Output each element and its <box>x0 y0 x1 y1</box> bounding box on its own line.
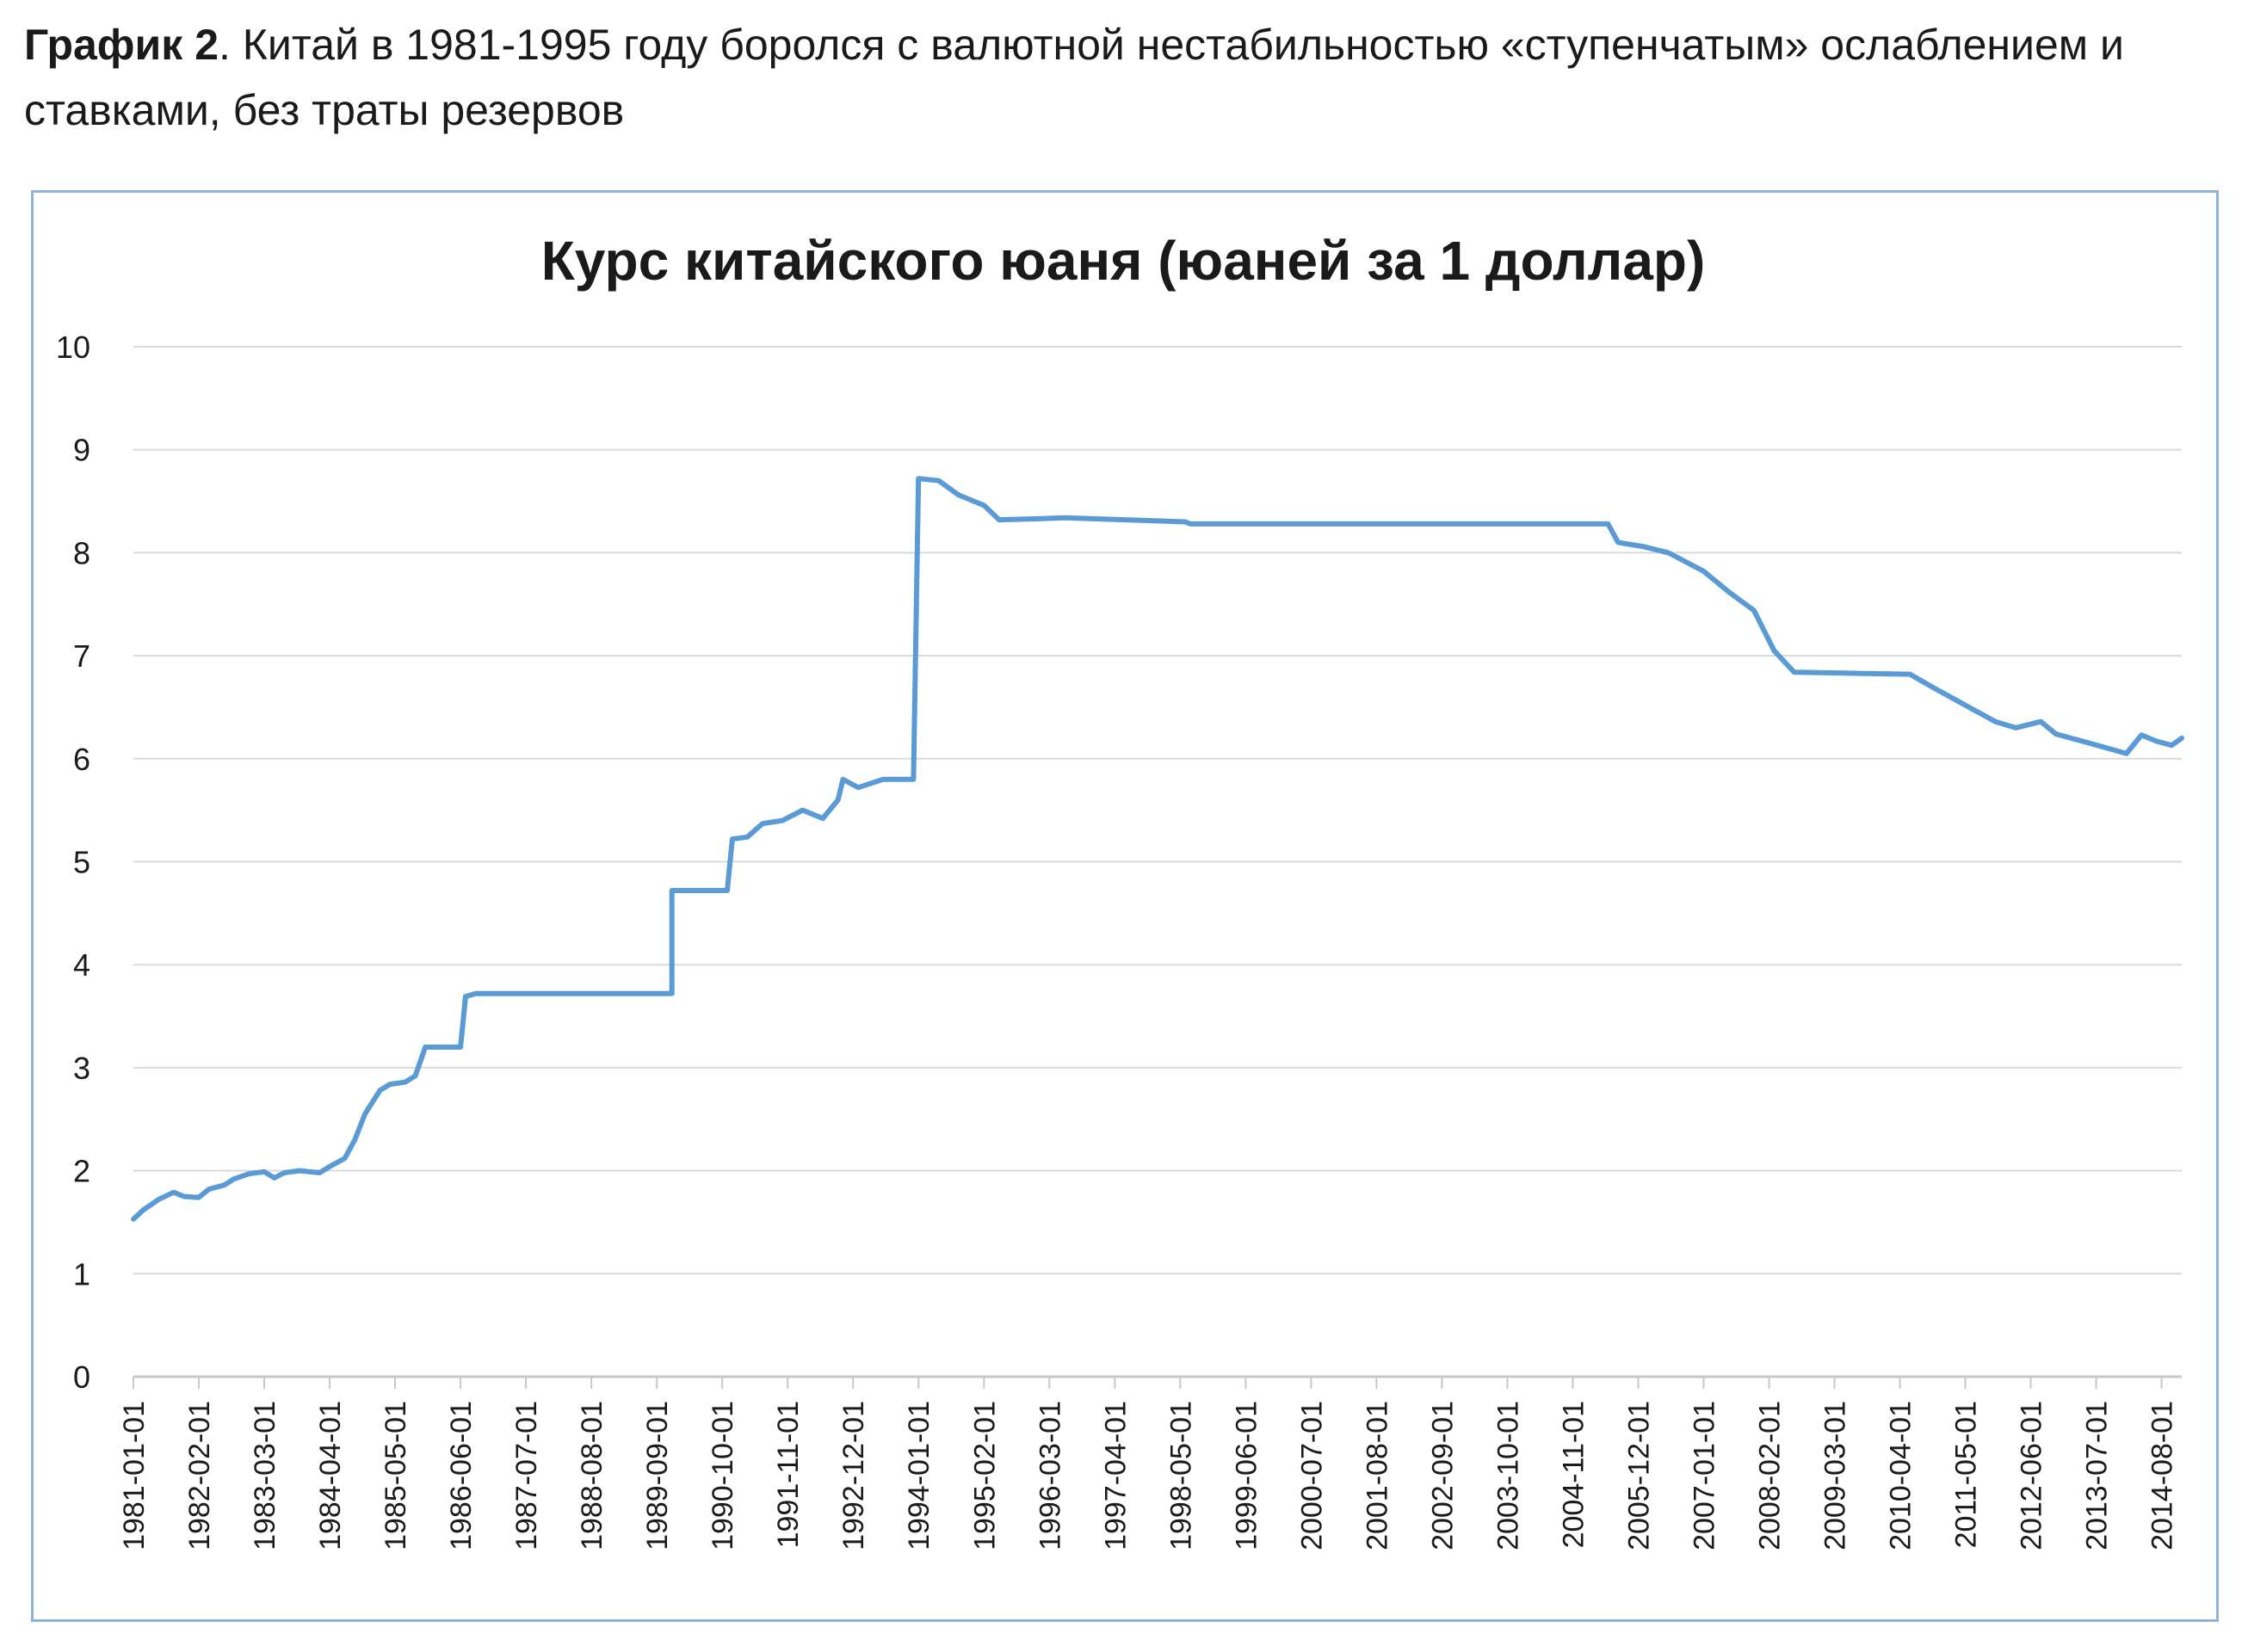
caption-label: График 2 <box>24 21 219 69</box>
y-tick-label: 4 <box>73 947 90 983</box>
x-tick-label: 1990-10-01 <box>707 1401 739 1550</box>
x-tick-label: 1997-04-01 <box>1099 1401 1132 1550</box>
x-tick-label: 1998-05-01 <box>1164 1401 1197 1550</box>
x-tick-label: 1983-03-01 <box>249 1401 281 1550</box>
x-tick-label: 1999-06-01 <box>1230 1401 1263 1550</box>
x-tick-label: 1995-02-01 <box>968 1401 1001 1550</box>
x-tick-label: 1982-02-01 <box>183 1401 216 1550</box>
y-tick-label: 10 <box>56 330 90 365</box>
x-tick-label: 2012-06-01 <box>2016 1401 2048 1550</box>
x-tick-label: 2011-05-01 <box>1950 1401 1983 1548</box>
caption-text: . Китай в 1981-1995 году боролся с валют… <box>24 21 2124 134</box>
series-line <box>131 476 2184 1222</box>
chart-title: Курс китайского юаня (юаней за 1 доллар) <box>541 230 1706 292</box>
x-tick-label: 1986-06-01 <box>445 1401 478 1550</box>
x-tick-label: 1994-01-01 <box>903 1401 936 1550</box>
x-tick-label: 2014-08-01 <box>2146 1401 2179 1550</box>
x-tick-label: 2001-08-01 <box>1361 1401 1393 1550</box>
y-tick-label: 9 <box>73 433 90 468</box>
x-tick-label: 2010-04-01 <box>1885 1401 1918 1550</box>
x-tick-label: 2005-12-01 <box>1622 1401 1655 1550</box>
x-tick-label: 2002-09-01 <box>1426 1401 1459 1550</box>
y-tick-label: 2 <box>73 1154 90 1189</box>
x-tick-label: 1996-03-01 <box>1034 1401 1066 1550</box>
x-axis: 1981-01-01 1982-02-01 1983-03-01 1984-04-01… <box>118 1377 2179 1550</box>
y-tick-label: 7 <box>73 638 90 674</box>
y-axis-ticks: 0 1 2 3 4 5 6 7 8 9 10 <box>56 330 90 1395</box>
x-tick-label: 1985-05-01 <box>380 1401 412 1550</box>
x-tick-label: 2009-03-01 <box>1819 1401 1852 1550</box>
y-tick-label: 8 <box>73 535 90 570</box>
x-tick-label: 1991-11-01 <box>772 1401 805 1548</box>
x-tick-label: 1984-04-01 <box>314 1401 347 1550</box>
x-tick-label: 1989-09-01 <box>641 1401 674 1550</box>
gridlines <box>133 346 2182 1378</box>
y-tick-label: 0 <box>73 1359 90 1395</box>
x-tick-label: 1981-01-01 <box>118 1401 151 1550</box>
x-tick-label: 2004-11-01 <box>1557 1401 1590 1548</box>
figure-caption: График 2. Китай в 1981-1995 году боролся… <box>24 12 2210 143</box>
y-tick-label: 3 <box>73 1051 90 1086</box>
x-tick-label: 2000-07-01 <box>1295 1401 1328 1550</box>
x-tick-label: 1987-07-01 <box>510 1401 543 1550</box>
series-layer <box>131 476 2184 1222</box>
x-tick-label: 2008-02-01 <box>1753 1401 1786 1550</box>
x-tick-label: 1988-08-01 <box>576 1401 608 1550</box>
y-tick-label: 6 <box>73 742 90 777</box>
y-tick-label: 1 <box>73 1256 90 1291</box>
x-tick-label: 2007-01-01 <box>1688 1401 1720 1550</box>
x-tick-label: 1992-12-01 <box>837 1401 870 1550</box>
x-tick-label: 2003-10-01 <box>1491 1401 1524 1550</box>
y-tick-label: 5 <box>73 845 90 880</box>
x-tick-label: 2013-07-01 <box>2081 1401 2114 1550</box>
